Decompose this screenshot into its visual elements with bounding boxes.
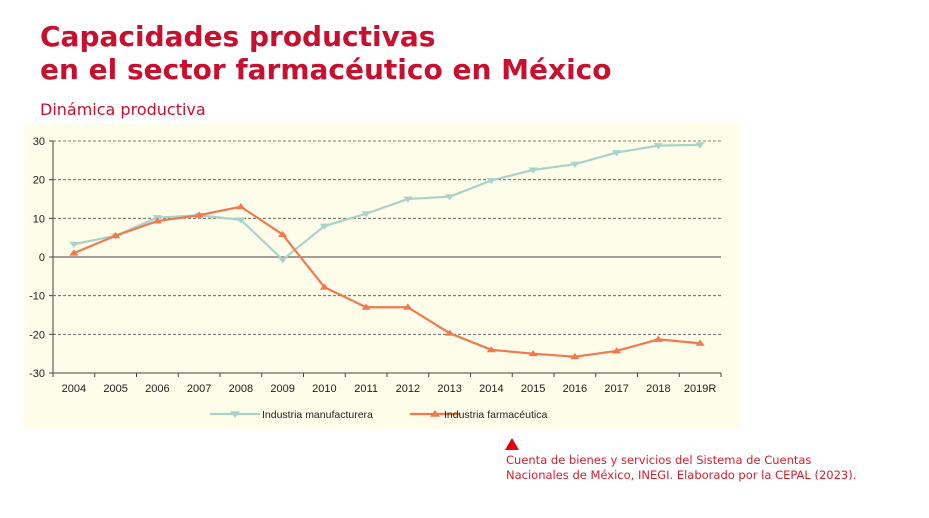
x-tick-label: 2007 bbox=[187, 383, 211, 395]
data-point bbox=[612, 150, 622, 157]
legend-marker bbox=[430, 409, 440, 417]
y-axis: 30 20 10 0 -10 -20 -30 bbox=[29, 136, 54, 380]
y-tick-label: -30 bbox=[29, 368, 45, 380]
chart-subtitle: Dinámica productiva bbox=[40, 100, 206, 119]
y-tick-label: 20 bbox=[33, 175, 45, 187]
y-tick-label: 0 bbox=[39, 252, 45, 264]
x-tick-label: 2012 bbox=[396, 383, 420, 395]
data-point bbox=[570, 161, 580, 168]
x-tick-label: 2015 bbox=[521, 383, 545, 395]
data-point bbox=[403, 303, 413, 310]
data-point bbox=[403, 196, 413, 203]
series-line bbox=[73, 205, 701, 358]
data-point bbox=[486, 346, 496, 353]
data-point bbox=[236, 203, 246, 210]
y-tick-label: 30 bbox=[33, 136, 45, 148]
data-point bbox=[194, 211, 204, 218]
source-note: Cuenta de bienes y servicios del Sistema… bbox=[506, 453, 856, 483]
data-point bbox=[570, 353, 580, 360]
legend-marker bbox=[230, 411, 240, 419]
title-line-2: en el sector farmacéutico en México bbox=[40, 53, 612, 86]
data-point bbox=[445, 329, 455, 336]
x-tick-label: 2014 bbox=[479, 383, 503, 395]
x-tick-label: 2018 bbox=[646, 383, 670, 395]
y-tick-label: -20 bbox=[29, 329, 45, 341]
x-tick-label: 2016 bbox=[563, 383, 587, 395]
x-tick-label: 2013 bbox=[437, 383, 461, 395]
data-point bbox=[319, 223, 329, 230]
data-point bbox=[236, 217, 246, 224]
y-tick-label: -10 bbox=[29, 291, 45, 303]
x-tick-label: 2017 bbox=[604, 383, 628, 395]
y-tick-label: 10 bbox=[33, 213, 45, 225]
series-line bbox=[73, 143, 701, 261]
x-tick-label: 2006 bbox=[145, 383, 169, 395]
data-point bbox=[152, 217, 162, 224]
x-axis: 2004 2005 2006 2007 2008 2009 2010 2011 2012 2013… bbox=[52, 372, 722, 395]
series-group bbox=[69, 142, 705, 360]
page-title: Capacidades productivas en el sector far… bbox=[40, 20, 612, 86]
x-tick-label: 2011 bbox=[354, 383, 378, 395]
data-point bbox=[486, 177, 496, 185]
legend-label: Industria manufacturera bbox=[262, 409, 373, 421]
data-point bbox=[278, 230, 288, 238]
title-line-1: Capacidades productivas bbox=[40, 20, 436, 53]
data-point bbox=[445, 194, 455, 201]
x-tick-label: 2004 bbox=[62, 383, 86, 395]
source-line-2: Nacionales de México, INEGI. Elaborado p… bbox=[506, 468, 857, 482]
data-point bbox=[695, 142, 705, 149]
data-point bbox=[111, 232, 121, 239]
legend: Industria manufacturera Industria farmacé… bbox=[210, 409, 547, 421]
data-point bbox=[653, 143, 663, 150]
data-point bbox=[361, 211, 371, 218]
source-line-1: Cuenta de bienes y servicios del Sistema… bbox=[506, 453, 812, 467]
data-point bbox=[528, 349, 538, 357]
data-point bbox=[278, 257, 288, 264]
data-point bbox=[653, 335, 663, 342]
data-point bbox=[695, 339, 705, 346]
x-tick-label: 2005 bbox=[103, 383, 127, 395]
data-point bbox=[528, 167, 538, 174]
data-point bbox=[319, 283, 329, 290]
x-tick-label: 2008 bbox=[229, 383, 253, 395]
x-tick-label: 2019R bbox=[684, 383, 716, 395]
chart-background bbox=[23, 124, 741, 429]
triangle-marker-icon bbox=[505, 438, 519, 450]
legend-label: Industria farmacéutica bbox=[444, 409, 547, 421]
x-tick-label: 2010 bbox=[312, 383, 336, 395]
data-point bbox=[612, 347, 622, 354]
x-tick-label: 2009 bbox=[270, 383, 294, 395]
data-point bbox=[361, 303, 371, 310]
data-point bbox=[69, 241, 79, 248]
data-point bbox=[69, 249, 79, 256]
